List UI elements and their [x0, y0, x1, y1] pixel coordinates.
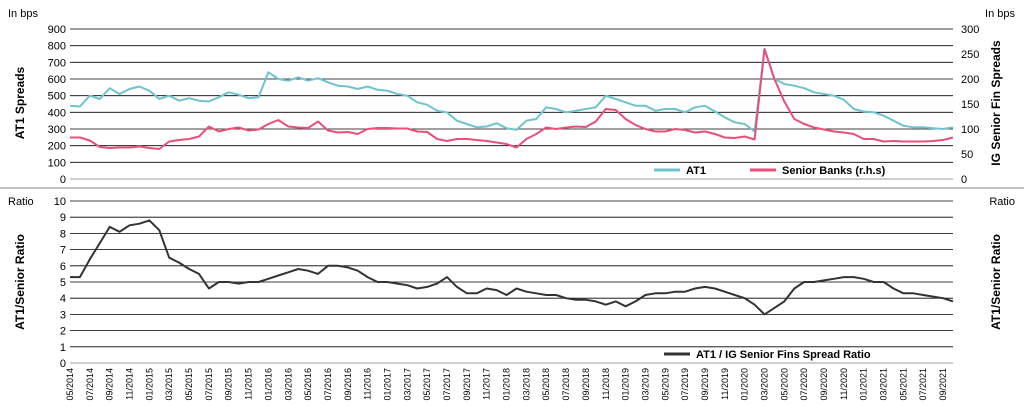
bottom-left-unit-label: Ratio [8, 196, 34, 208]
top-left-axis-title: AT1 Spreads [13, 66, 27, 139]
x-tick-label: 09/2021 [938, 368, 948, 401]
x-tick-label: 05/2021 [898, 368, 908, 401]
legend-senior-banks-label: Senior Banks (r.h.s) [782, 165, 886, 177]
x-tick-label: 11/2019 [720, 368, 730, 400]
top-right-tick-label: 250 [961, 49, 979, 61]
senior-banks-series-line [70, 48, 954, 150]
x-tick-label: 05/2014 [65, 368, 75, 401]
x-tick-label: 11/2016 [363, 368, 373, 400]
x-tick-label: 09/2020 [819, 368, 829, 401]
x-tick-label: 03/2020 [760, 368, 770, 401]
top-left-tick-label: 200 [48, 141, 66, 153]
bottom-left-tick-label: 1 [60, 342, 66, 354]
top-left-tick-label: 800 [48, 41, 66, 53]
top-left-tick-label: 300 [48, 124, 66, 136]
top-right-tick-label: 200 [961, 74, 979, 86]
x-tick-label: 05/2017 [422, 368, 432, 401]
bottom-left-tick-label: 5 [60, 277, 66, 289]
at1-series-line [69, 48, 954, 133]
top-left-tick-label: 900 [48, 24, 66, 36]
x-tick-label: 01/2016 [263, 368, 273, 401]
top-legend: AT1 Senior Banks (r.h.s) [654, 165, 886, 177]
x-tick-label: 03/2016 [283, 368, 293, 401]
bottom-left-tick-label: 8 [60, 228, 66, 240]
top-left-tick-label: 0 [60, 174, 66, 186]
x-tick-label: 07/2016 [323, 368, 333, 401]
x-tick-label: 07/2017 [442, 368, 452, 401]
x-tick-label: 11/2020 [839, 368, 849, 400]
bottom-left-tick-label: 7 [60, 245, 66, 257]
x-tick-label: 09/2015 [224, 368, 234, 401]
top-left-y-ticks: 0 100 200 300 400 500 600 700 800 900 [48, 24, 66, 186]
bottom-left-tick-label: 9 [60, 212, 66, 224]
x-tick-label: 09/2016 [343, 368, 353, 401]
x-tick-label: 07/2018 [561, 368, 571, 401]
x-tick-label: 05/2015 [184, 368, 194, 401]
bottom-left-tick-label: 2 [60, 326, 66, 338]
x-tick-label: 05/2018 [541, 368, 551, 401]
x-tick-label: 11/2017 [482, 368, 492, 400]
x-tick-label: 11/2014 [125, 368, 135, 400]
bottom-left-tick-label: 4 [60, 293, 66, 305]
x-tick-label: 01/2015 [144, 368, 154, 401]
x-tick-label: 01/2017 [383, 368, 393, 401]
x-tick-label: 09/2014 [105, 368, 115, 401]
top-right-tick-label: 50 [961, 149, 973, 161]
top-right-tick-label: 300 [961, 24, 979, 36]
x-tick-label: 05/2019 [660, 368, 670, 401]
top-left-unit-label: In bps [8, 8, 38, 20]
bottom-left-tick-label: 0 [60, 358, 66, 370]
ratio-series-line [70, 219, 954, 316]
top-right-tick-label: 100 [961, 124, 979, 136]
top-right-axis-title: IG Senior Fin Spreads [989, 40, 1003, 166]
x-tick-label: 01/2020 [740, 368, 750, 401]
x-tick-label: 03/2018 [521, 368, 531, 401]
top-left-tick-label: 600 [48, 74, 66, 86]
bottom-legend: AT1 / IG Senior Fins Spread Ratio [664, 349, 871, 361]
top-left-tick-label: 400 [48, 107, 66, 119]
top-right-y-ticks: 0 50 100 150 200 250 300 [961, 24, 979, 186]
bottom-left-tick-label: 6 [60, 261, 66, 273]
legend-at1-label: AT1 [686, 165, 706, 177]
x-tick-label: 11/2018 [601, 368, 611, 400]
x-tick-label: 07/2020 [799, 368, 809, 401]
top-series-lines [69, 48, 954, 150]
top-gridlines [70, 28, 953, 180]
bottom-left-axis-title: AT1/Senior Ratio [13, 234, 27, 330]
bottom-x-ticks: 05/2014 07/2014 09/2014 11/2014 01/2015 03/20… [65, 368, 948, 401]
bottom-right-unit-label: Ratio [989, 196, 1015, 208]
x-tick-label: 07/2014 [85, 368, 95, 401]
bottom-gridlines [70, 200, 953, 364]
bottom-left-y-ticks: 0 1 2 3 4 5 6 7 8 9 10 [54, 196, 66, 370]
x-tick-label: 01/2018 [502, 368, 512, 401]
x-tick-label: 07/2019 [680, 368, 690, 401]
bottom-left-tick-label: 3 [60, 309, 66, 321]
x-tick-label: 07/2015 [204, 368, 214, 401]
x-tick-label: 03/2019 [640, 368, 650, 401]
bottom-right-axis-title: AT1/Senior Ratio [989, 234, 1003, 330]
x-tick-label: 05/2020 [779, 368, 789, 401]
x-tick-label: 09/2018 [581, 368, 591, 401]
top-left-tick-label: 100 [48, 157, 66, 169]
top-right-tick-label: 150 [961, 99, 979, 111]
x-tick-label: 05/2016 [303, 368, 313, 401]
x-tick-label: 01/2021 [859, 368, 869, 401]
top-right-tick-label: 0 [961, 174, 967, 186]
x-tick-label: 11/2015 [244, 368, 254, 400]
bottom-series-lines [70, 219, 954, 316]
x-tick-label: 01/2019 [621, 368, 631, 401]
top-right-unit-label: In bps [985, 8, 1015, 20]
x-tick-label: 03/2017 [402, 368, 412, 401]
legend-ratio-label: AT1 / IG Senior Fins Spread Ratio [696, 349, 871, 361]
x-tick-label: 03/2021 [879, 368, 889, 401]
bottom-left-tick-label: 10 [54, 196, 66, 208]
x-tick-label: 03/2015 [164, 368, 174, 401]
x-tick-label: 09/2017 [462, 368, 472, 401]
top-left-tick-label: 700 [48, 57, 66, 69]
x-tick-label: 09/2019 [700, 368, 710, 401]
top-left-tick-label: 500 [48, 91, 66, 103]
x-tick-label: 07/2021 [918, 368, 928, 401]
